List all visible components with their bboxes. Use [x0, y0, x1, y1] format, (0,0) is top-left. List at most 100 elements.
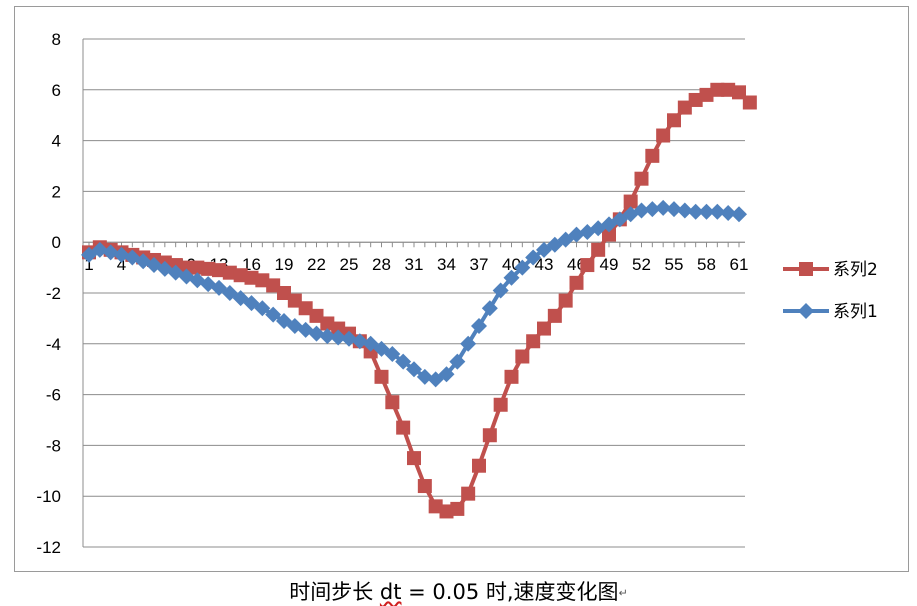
data-point-square — [645, 148, 660, 163]
x-tick-label: 61 — [730, 255, 749, 274]
x-tick-label: 49 — [600, 255, 619, 274]
data-point-square — [591, 242, 606, 257]
x-tick-label: 58 — [697, 255, 716, 274]
data-point-square — [688, 92, 703, 107]
axes: 86420-2-4-6-8-10-12147101316192225283134… — [36, 30, 748, 557]
data-point-square — [428, 499, 443, 514]
x-tick-label: 28 — [372, 255, 391, 274]
data-point-square — [721, 82, 736, 97]
data-point-square — [396, 420, 411, 435]
data-point-diamond — [395, 353, 412, 370]
data-point-square — [667, 113, 681, 128]
y-tick-label: 6 — [52, 81, 61, 100]
x-tick-label: 22 — [307, 255, 326, 274]
data-point-square — [677, 100, 692, 115]
data-point-diamond — [525, 249, 542, 266]
data-point-square — [331, 321, 346, 336]
data-point-diamond — [709, 203, 726, 220]
data-point-diamond — [492, 282, 509, 299]
x-tick-label: 55 — [665, 255, 684, 274]
data-point-diamond — [330, 329, 347, 346]
data-point-square — [547, 308, 562, 323]
data-point-square — [493, 397, 508, 412]
data-point-square — [179, 260, 194, 275]
data-point-square — [656, 128, 671, 143]
data-point-square — [190, 260, 205, 275]
data-point-diamond — [568, 226, 585, 243]
x-tick-label: 43 — [535, 255, 554, 274]
data-point-diamond — [319, 328, 336, 345]
data-point-diamond — [481, 300, 498, 317]
data-point-square — [417, 479, 432, 494]
series-line — [88, 205, 740, 382]
data-point-square — [244, 270, 259, 285]
data-point-square — [569, 275, 584, 290]
legend-label: 系列2 — [833, 260, 878, 280]
x-tick-label: 4 — [117, 255, 126, 274]
y-tick-label: -4 — [46, 335, 61, 354]
x-tick-label: 25 — [340, 255, 359, 274]
data-point-diamond — [644, 201, 661, 218]
data-point-diamond — [449, 353, 466, 370]
data-point-square — [233, 268, 248, 283]
data-point-diamond — [265, 306, 282, 323]
data-point-square — [266, 278, 281, 293]
data-point-square — [699, 87, 714, 102]
caption-prefix: 时间步长 — [289, 580, 380, 604]
legend-marker-square — [799, 262, 813, 276]
data-point-diamond — [687, 203, 704, 220]
y-tick-label: -6 — [46, 386, 61, 405]
data-point-diamond — [503, 269, 520, 286]
data-point-square — [212, 263, 226, 278]
data-point-diamond — [406, 361, 422, 378]
data-point-square — [526, 334, 541, 349]
data-point-diamond — [91, 241, 108, 258]
data-point-diamond — [351, 333, 368, 350]
data-point-square — [461, 486, 476, 501]
data-point-diamond — [633, 202, 650, 219]
paragraph-mark: ↵ — [618, 586, 628, 600]
data-point-square — [201, 261, 216, 276]
y-tick-label: -10 — [36, 487, 61, 506]
data-point-square — [537, 321, 551, 336]
data-point-square — [515, 349, 530, 364]
data-point-diamond — [698, 203, 715, 220]
data-point-diamond — [655, 199, 672, 216]
data-point-diamond — [102, 244, 119, 261]
data-point-diamond — [384, 345, 401, 362]
gridlines — [83, 38, 745, 548]
data-point-diamond — [676, 202, 693, 219]
data-point-square — [710, 82, 725, 97]
data-point-diamond — [124, 249, 141, 266]
data-point-diamond — [460, 335, 477, 352]
data-point-diamond — [514, 259, 531, 276]
data-point-diamond — [341, 330, 357, 347]
data-point-square — [407, 451, 421, 466]
y-tick-label: -2 — [46, 284, 61, 303]
legend-marker-diamond — [798, 303, 814, 319]
x-tick-label: 37 — [470, 255, 489, 274]
data-point-diamond — [308, 325, 325, 342]
data-point-square — [287, 293, 302, 308]
data-point-square — [732, 85, 746, 100]
x-tick-label: 52 — [632, 255, 651, 274]
data-point-square — [222, 265, 237, 280]
y-tick-label: -12 — [36, 538, 61, 557]
data-point-diamond — [731, 206, 747, 223]
x-tick-label: 31 — [405, 255, 424, 274]
y-tick-label: 4 — [52, 132, 61, 151]
legend-label: 系列1 — [833, 302, 878, 322]
chart-caption: 时间步长 dt = 0.05 时,速度变化图↵ — [0, 576, 917, 606]
data-point-square — [374, 369, 389, 384]
data-point-diamond — [416, 368, 433, 385]
caption-suffix: = 0.05 时,速度变化图 — [401, 580, 619, 604]
chart-frame: 86420-2-4-6-8-10-12147101316192225283134… — [14, 6, 909, 572]
x-tick-label: 1 — [84, 255, 93, 274]
data-point-square — [439, 504, 454, 519]
y-tick-label: -8 — [46, 436, 61, 455]
y-tick-label: 8 — [52, 30, 61, 49]
data-point-square — [450, 501, 465, 516]
data-point-diamond — [471, 318, 487, 335]
data-point-square — [320, 316, 335, 331]
data-point-square — [634, 171, 649, 186]
